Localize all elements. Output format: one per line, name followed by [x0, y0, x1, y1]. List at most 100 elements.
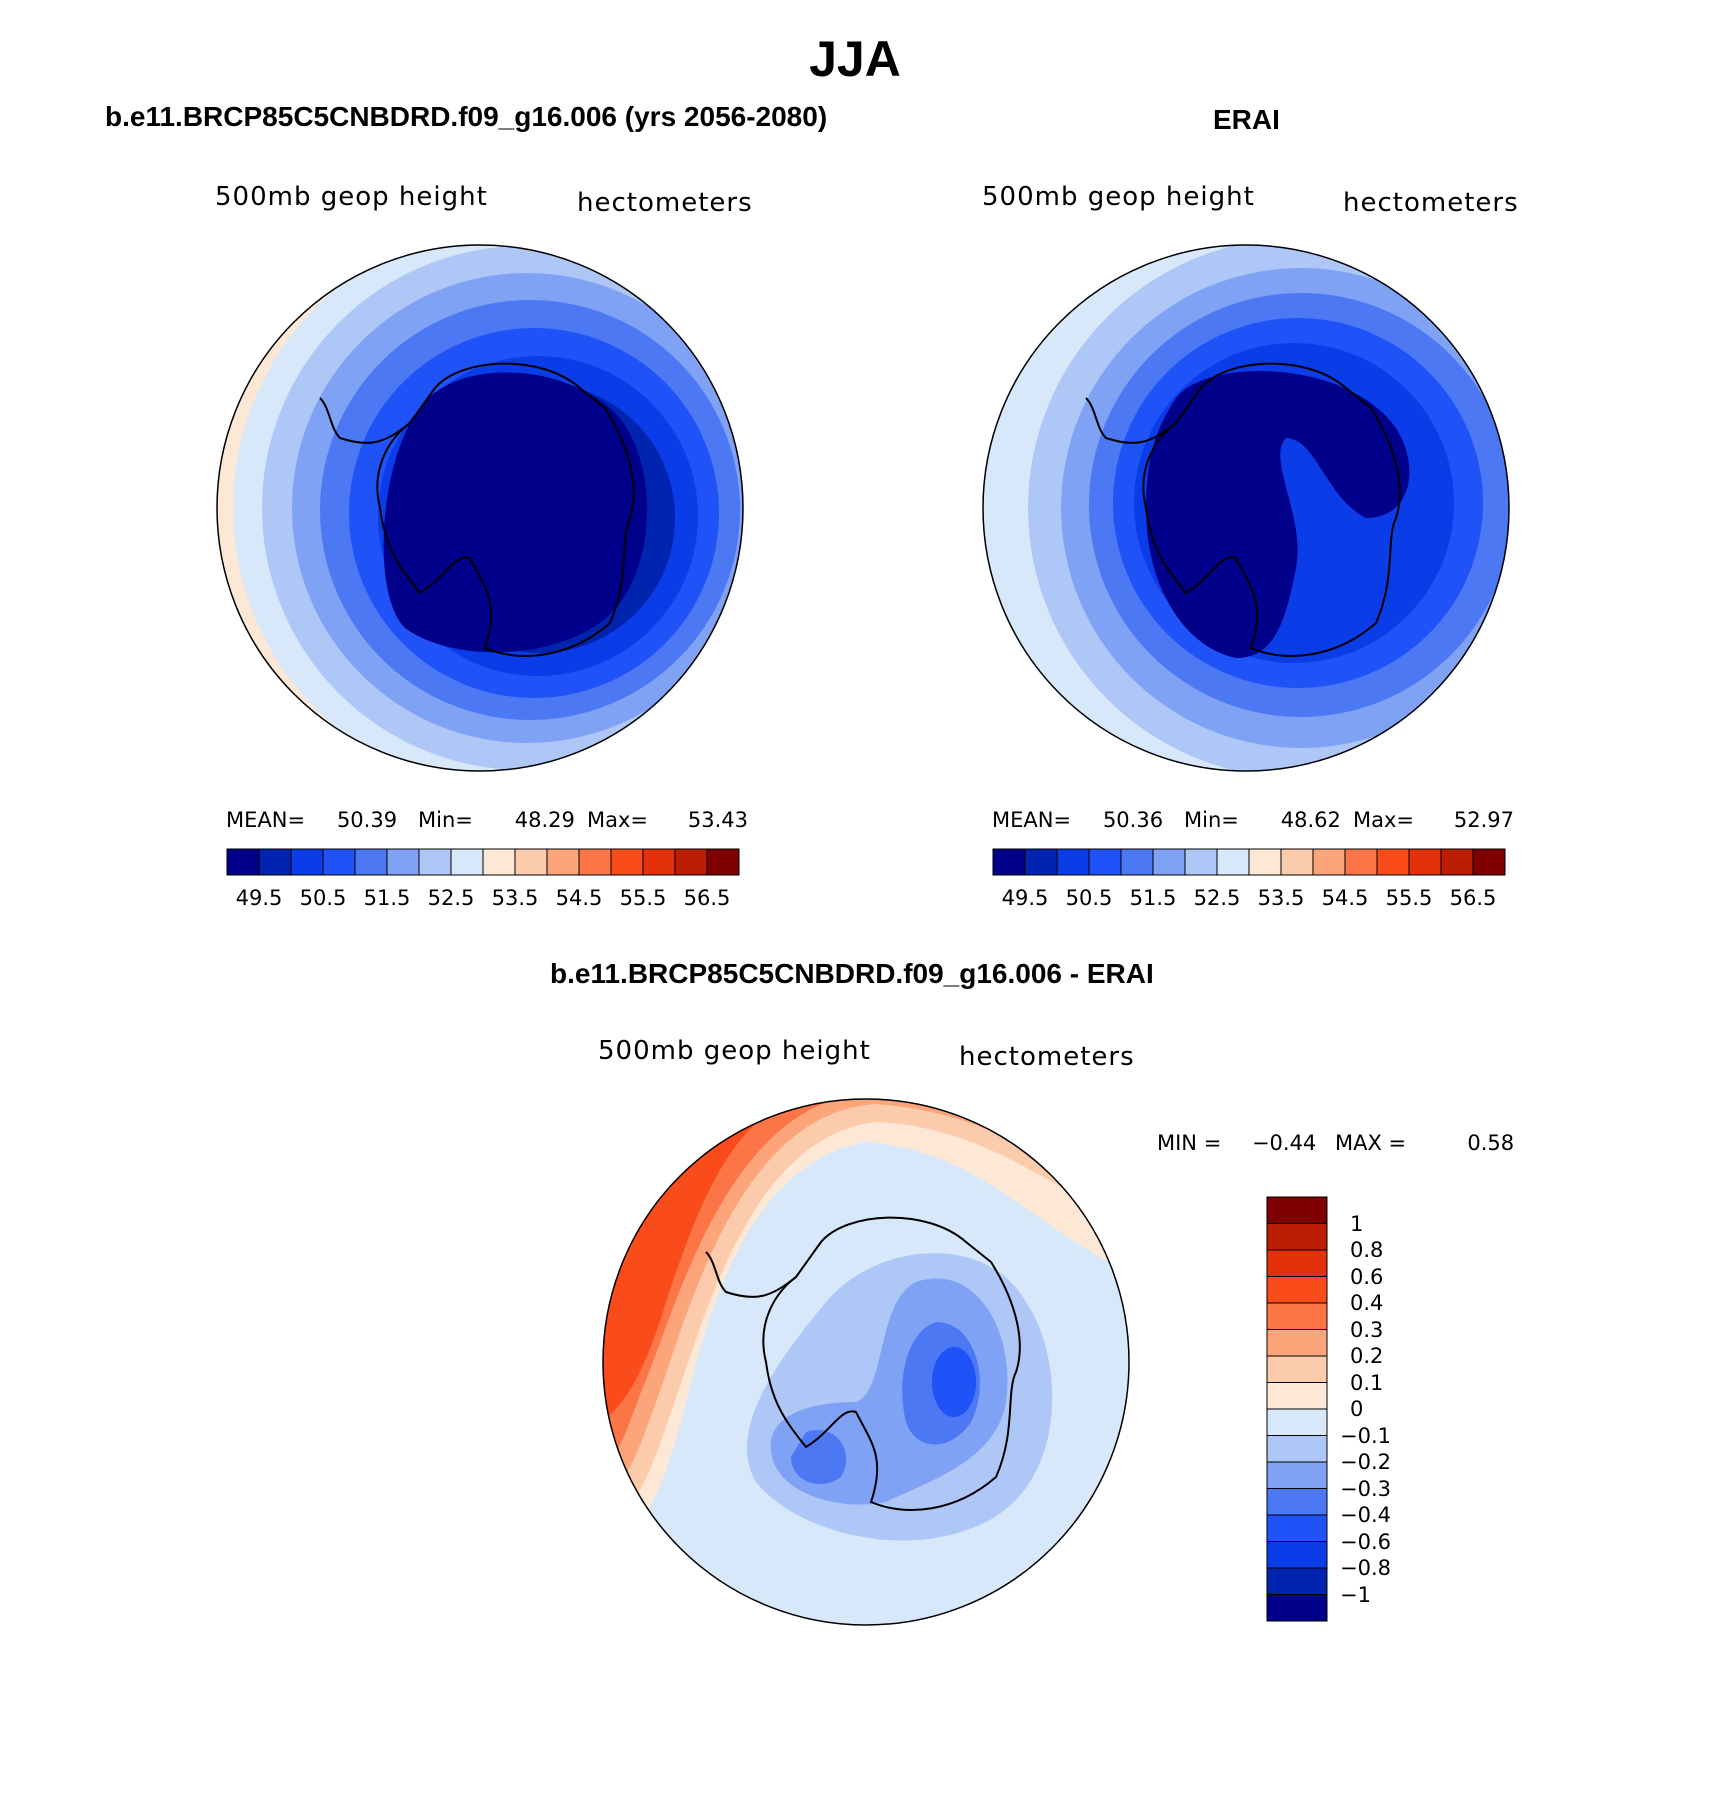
antarctica-coastline: [376, 362, 635, 657]
diff-variable-label: 500mb geop height: [598, 1036, 871, 1066]
obs-stats-min: Min= 48.62: [1184, 808, 1341, 832]
colorbar-tick-label: 52.5: [427, 886, 475, 910]
colorbar-tick-label: 55.5: [619, 886, 667, 910]
colorbar-tick-label: 0.1: [1350, 1370, 1384, 1395]
colorbar-swatch: [1266, 1249, 1328, 1277]
colorbar-swatch: [514, 848, 548, 876]
model-variable-label: 500mb geop height: [215, 182, 488, 212]
colorbar-swatch: [226, 848, 260, 876]
colorbar-tick-label: 51.5: [363, 886, 411, 910]
colorbar-swatch: [642, 848, 676, 876]
colorbar-tick-label: −0.2: [1340, 1450, 1391, 1474]
colorbar-swatch: [1216, 848, 1250, 876]
colorbar-swatch: [1472, 848, 1506, 876]
colorbar-tick-label: 0.6: [1350, 1264, 1384, 1289]
obs-polar-map: [982, 244, 1510, 772]
colorbar-swatch: [674, 848, 708, 876]
colorbar-tick-label: 1: [1350, 1211, 1364, 1236]
diff-units-label: hectometers: [959, 1042, 1135, 1072]
map-boundary: [982, 244, 1510, 772]
colorbar-tick-label: 49.5: [235, 886, 283, 910]
colorbar-swatch: [1266, 1382, 1328, 1410]
colorbar-swatch: [1248, 848, 1282, 876]
colorbar-swatch: [992, 848, 1026, 876]
colorbar-tick-label: 0.2: [1350, 1344, 1384, 1368]
colorbar-swatch: [1266, 1196, 1328, 1224]
colorbar-swatch: [1266, 1461, 1328, 1489]
model-colorbar: [226, 848, 740, 876]
diff-panel-heading: b.e11.BRCP85C5CNBDRD.f09_g16.006 - ERAI: [550, 958, 1154, 989]
colorbar-tick-label: −0.4: [1340, 1503, 1391, 1527]
colorbar-swatch: [1266, 1435, 1328, 1463]
colorbar-swatch: [1120, 848, 1154, 876]
colorbar-tick-label: 56.5: [1449, 886, 1497, 910]
colorbar-swatch: [706, 848, 740, 876]
colorbar-tick-label: 51.5: [1129, 886, 1177, 910]
obs-stats-mean: MEAN= 50.36: [992, 808, 1164, 832]
antarctic-peninsula: [1085, 397, 1177, 444]
obs-stats-max: Max= 52.97: [1353, 808, 1515, 832]
colorbar-swatch: [290, 848, 324, 876]
figure-title: JJA: [809, 31, 901, 87]
colorbar-swatch: [322, 848, 356, 876]
obs-colorbar-labels: 49.5 50.5 51.5 52.5 53.5 54.5 55.5 56.5: [992, 886, 1506, 912]
colorbar-tick-label: 54.5: [555, 886, 603, 910]
colorbar-tick-label: 52.5: [1193, 886, 1241, 910]
colorbar-swatch: [1266, 1567, 1328, 1595]
contour-band: [1146, 370, 1410, 658]
map-boundary: [602, 1098, 1130, 1626]
colorbar-swatch: [1266, 1541, 1328, 1569]
diff-colorbar: [1266, 1196, 1328, 1622]
colorbar-tick-label: 0: [1350, 1397, 1364, 1421]
colorbar-tick-label: 53.5: [1257, 886, 1305, 910]
colorbar-swatch: [1266, 1594, 1328, 1622]
colorbar-swatch: [610, 848, 644, 876]
model-stats-mean: MEAN= 50.39: [226, 808, 398, 832]
colorbar-swatch: [354, 848, 388, 876]
colorbar-swatch: [1152, 848, 1186, 876]
antarctic-peninsula: [705, 1251, 797, 1298]
colorbar-swatch: [418, 848, 452, 876]
colorbar-tick-label: −1: [1340, 1582, 1371, 1607]
colorbar-tick-label: 54.5: [1321, 886, 1369, 910]
colorbar-swatch: [1312, 848, 1346, 876]
colorbar-swatch: [258, 848, 292, 876]
colorbar-swatch: [1408, 848, 1442, 876]
colorbar-swatch: [1344, 848, 1378, 876]
contour-band: [383, 372, 648, 653]
colorbar-swatch: [1266, 1329, 1328, 1357]
colorbar-swatch: [1184, 848, 1218, 876]
diff-stats-min: MIN = −0.44: [1157, 1131, 1317, 1155]
model-panel-heading: b.e11.BRCP85C5CNBDRD.f09_g16.006 (yrs 20…: [105, 101, 828, 132]
colorbar-tick-label: 50.5: [299, 886, 347, 910]
colorbar-tick-label: −0.1: [1340, 1423, 1391, 1448]
diff-colorbar-labels: 1 0.8 0.6 0.4 0.3 0.2 0.1 0 −0.1 −0.2 −0.3 −0.4 −0.6…: [1340, 1196, 1420, 1622]
colorbar-swatch: [578, 848, 612, 876]
colorbar-tick-label: 53.5: [491, 886, 539, 910]
colorbar-swatch: [1440, 848, 1474, 876]
colorbar-swatch: [1266, 1302, 1328, 1330]
colorbar-swatch: [1266, 1276, 1328, 1304]
model-stats-min: Min= 48.29: [418, 808, 575, 832]
contour-band: [791, 1430, 847, 1485]
colorbar-tick-label: 0.3: [1350, 1317, 1384, 1342]
colorbar-swatch: [546, 848, 580, 876]
colorbar-swatch: [1266, 1514, 1328, 1542]
obs-variable-label: 500mb geop height: [982, 182, 1255, 212]
obs-units-label: hectometers: [1343, 188, 1519, 218]
contour-band: [603, 1099, 1129, 1502]
colorbar-swatch: [1088, 848, 1122, 876]
colorbar-tick-label: 55.5: [1385, 886, 1433, 910]
colorbar-tick-label: 50.5: [1065, 886, 1113, 910]
antarctica-coastline: [762, 1216, 1021, 1511]
model-colorbar-labels: 49.5 50.5 51.5 52.5 53.5 54.5 55.5 56.5: [226, 886, 740, 912]
colorbar-swatch: [1280, 848, 1314, 876]
colorbar-swatch: [1376, 848, 1410, 876]
colorbar-swatch: [1056, 848, 1090, 876]
colorbar-tick-label: 56.5: [683, 886, 731, 910]
colorbar-swatch: [1266, 1355, 1328, 1383]
antarctic-peninsula: [319, 397, 411, 444]
contour-band: [932, 1347, 976, 1417]
colorbar-swatch: [1266, 1408, 1328, 1436]
diff-polar-map: [602, 1098, 1130, 1626]
